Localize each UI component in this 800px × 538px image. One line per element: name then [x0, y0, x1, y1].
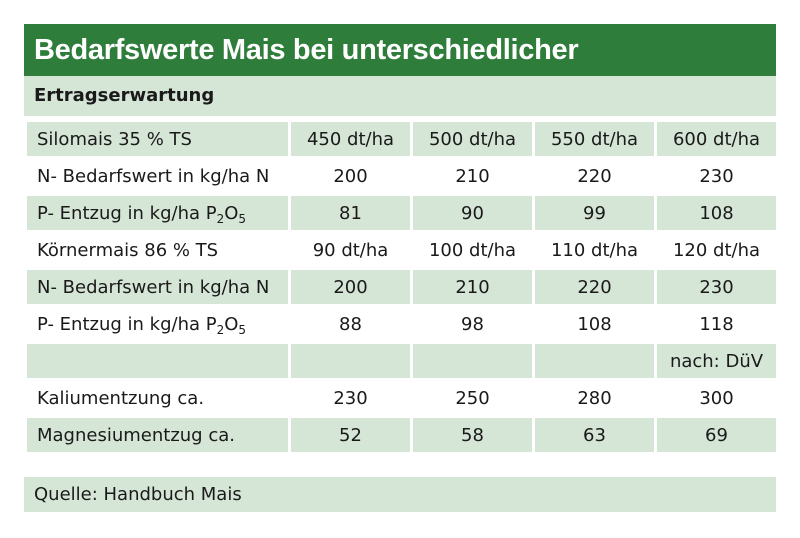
cell: 280 — [532, 378, 657, 418]
cell: 210 — [410, 156, 535, 196]
row-label: Kaliumentzung ca. — [24, 378, 291, 418]
table-row: nach: DüV — [24, 341, 779, 381]
table-row: Kaliumentzung ca. 230 250 280 300 — [24, 378, 779, 418]
source-footer: Quelle: Handbuch Mais — [24, 477, 776, 512]
row-label: Magnesiumentzug ca. — [24, 415, 291, 455]
row-label: P- Entzug in kg/ha P2O5 — [24, 304, 291, 344]
cell: 81 — [288, 193, 413, 233]
table-row: Körnermais 86 % TS 90 dt/ha 100 dt/ha 11… — [24, 230, 779, 270]
cell: 88 — [288, 304, 413, 344]
table-row: N- Bedarfswert in kg/ha N 200 210 220 23… — [24, 156, 779, 196]
row-label: Silomais 35 % TS — [24, 119, 291, 159]
cell: 220 — [532, 156, 657, 196]
row-label: N- Bedarfswert in kg/ha N — [24, 156, 291, 196]
table-title: Bedarfswerte Mais bei unterschiedlicher — [24, 24, 776, 76]
cell: 58 — [410, 415, 535, 455]
table-row: Magnesiumentzug ca. 52 58 63 69 — [24, 415, 779, 455]
cell: 98 — [410, 304, 535, 344]
cell: 118 — [654, 304, 779, 344]
table-row: P- Entzug in kg/ha P2O5 88 98 108 118 — [24, 304, 779, 344]
table-row: P- Entzug in kg/ha P2O5 81 90 99 108 — [24, 193, 779, 233]
cell: 500 dt/ha — [410, 119, 535, 159]
cell: 210 — [410, 267, 535, 307]
cell: 99 — [532, 193, 657, 233]
table-row: Silomais 35 % TS 450 dt/ha 500 dt/ha 550… — [24, 119, 779, 159]
cell — [288, 341, 413, 381]
cell: 250 — [410, 378, 535, 418]
row-label: P- Entzug in kg/ha P2O5 — [24, 193, 291, 233]
cell — [410, 341, 535, 381]
cell: 120 dt/ha — [654, 230, 779, 270]
cell: 90 dt/ha — [288, 230, 413, 270]
cell: 550 dt/ha — [532, 119, 657, 159]
cell: 230 — [654, 156, 779, 196]
table-panel: Bedarfswerte Mais bei unterschiedlicher … — [24, 24, 779, 512]
table-row: N- Bedarfswert in kg/ha N 200 210 220 23… — [24, 267, 779, 307]
cell: 200 — [288, 156, 413, 196]
cell: 230 — [654, 267, 779, 307]
cell: 110 dt/ha — [532, 230, 657, 270]
cell: 69 — [654, 415, 779, 455]
cell: 108 — [654, 193, 779, 233]
data-table: Silomais 35 % TS 450 dt/ha 500 dt/ha 550… — [24, 119, 779, 455]
cell: 200 — [288, 267, 413, 307]
cell: 52 — [288, 415, 413, 455]
source-note: nach: DüV — [654, 341, 779, 381]
cell: 300 — [654, 378, 779, 418]
cell: 108 — [532, 304, 657, 344]
row-label: Körnermais 86 % TS — [24, 230, 291, 270]
table-subtitle: Ertragserwartung — [24, 76, 776, 116]
cell: 220 — [532, 267, 657, 307]
cell: 100 dt/ha — [410, 230, 535, 270]
cell: 90 — [410, 193, 535, 233]
cell: 450 dt/ha — [288, 119, 413, 159]
cell: 600 dt/ha — [654, 119, 779, 159]
cell — [532, 341, 657, 381]
cell: 230 — [288, 378, 413, 418]
cell: 63 — [532, 415, 657, 455]
row-label — [24, 341, 291, 381]
row-label: N- Bedarfswert in kg/ha N — [24, 267, 291, 307]
